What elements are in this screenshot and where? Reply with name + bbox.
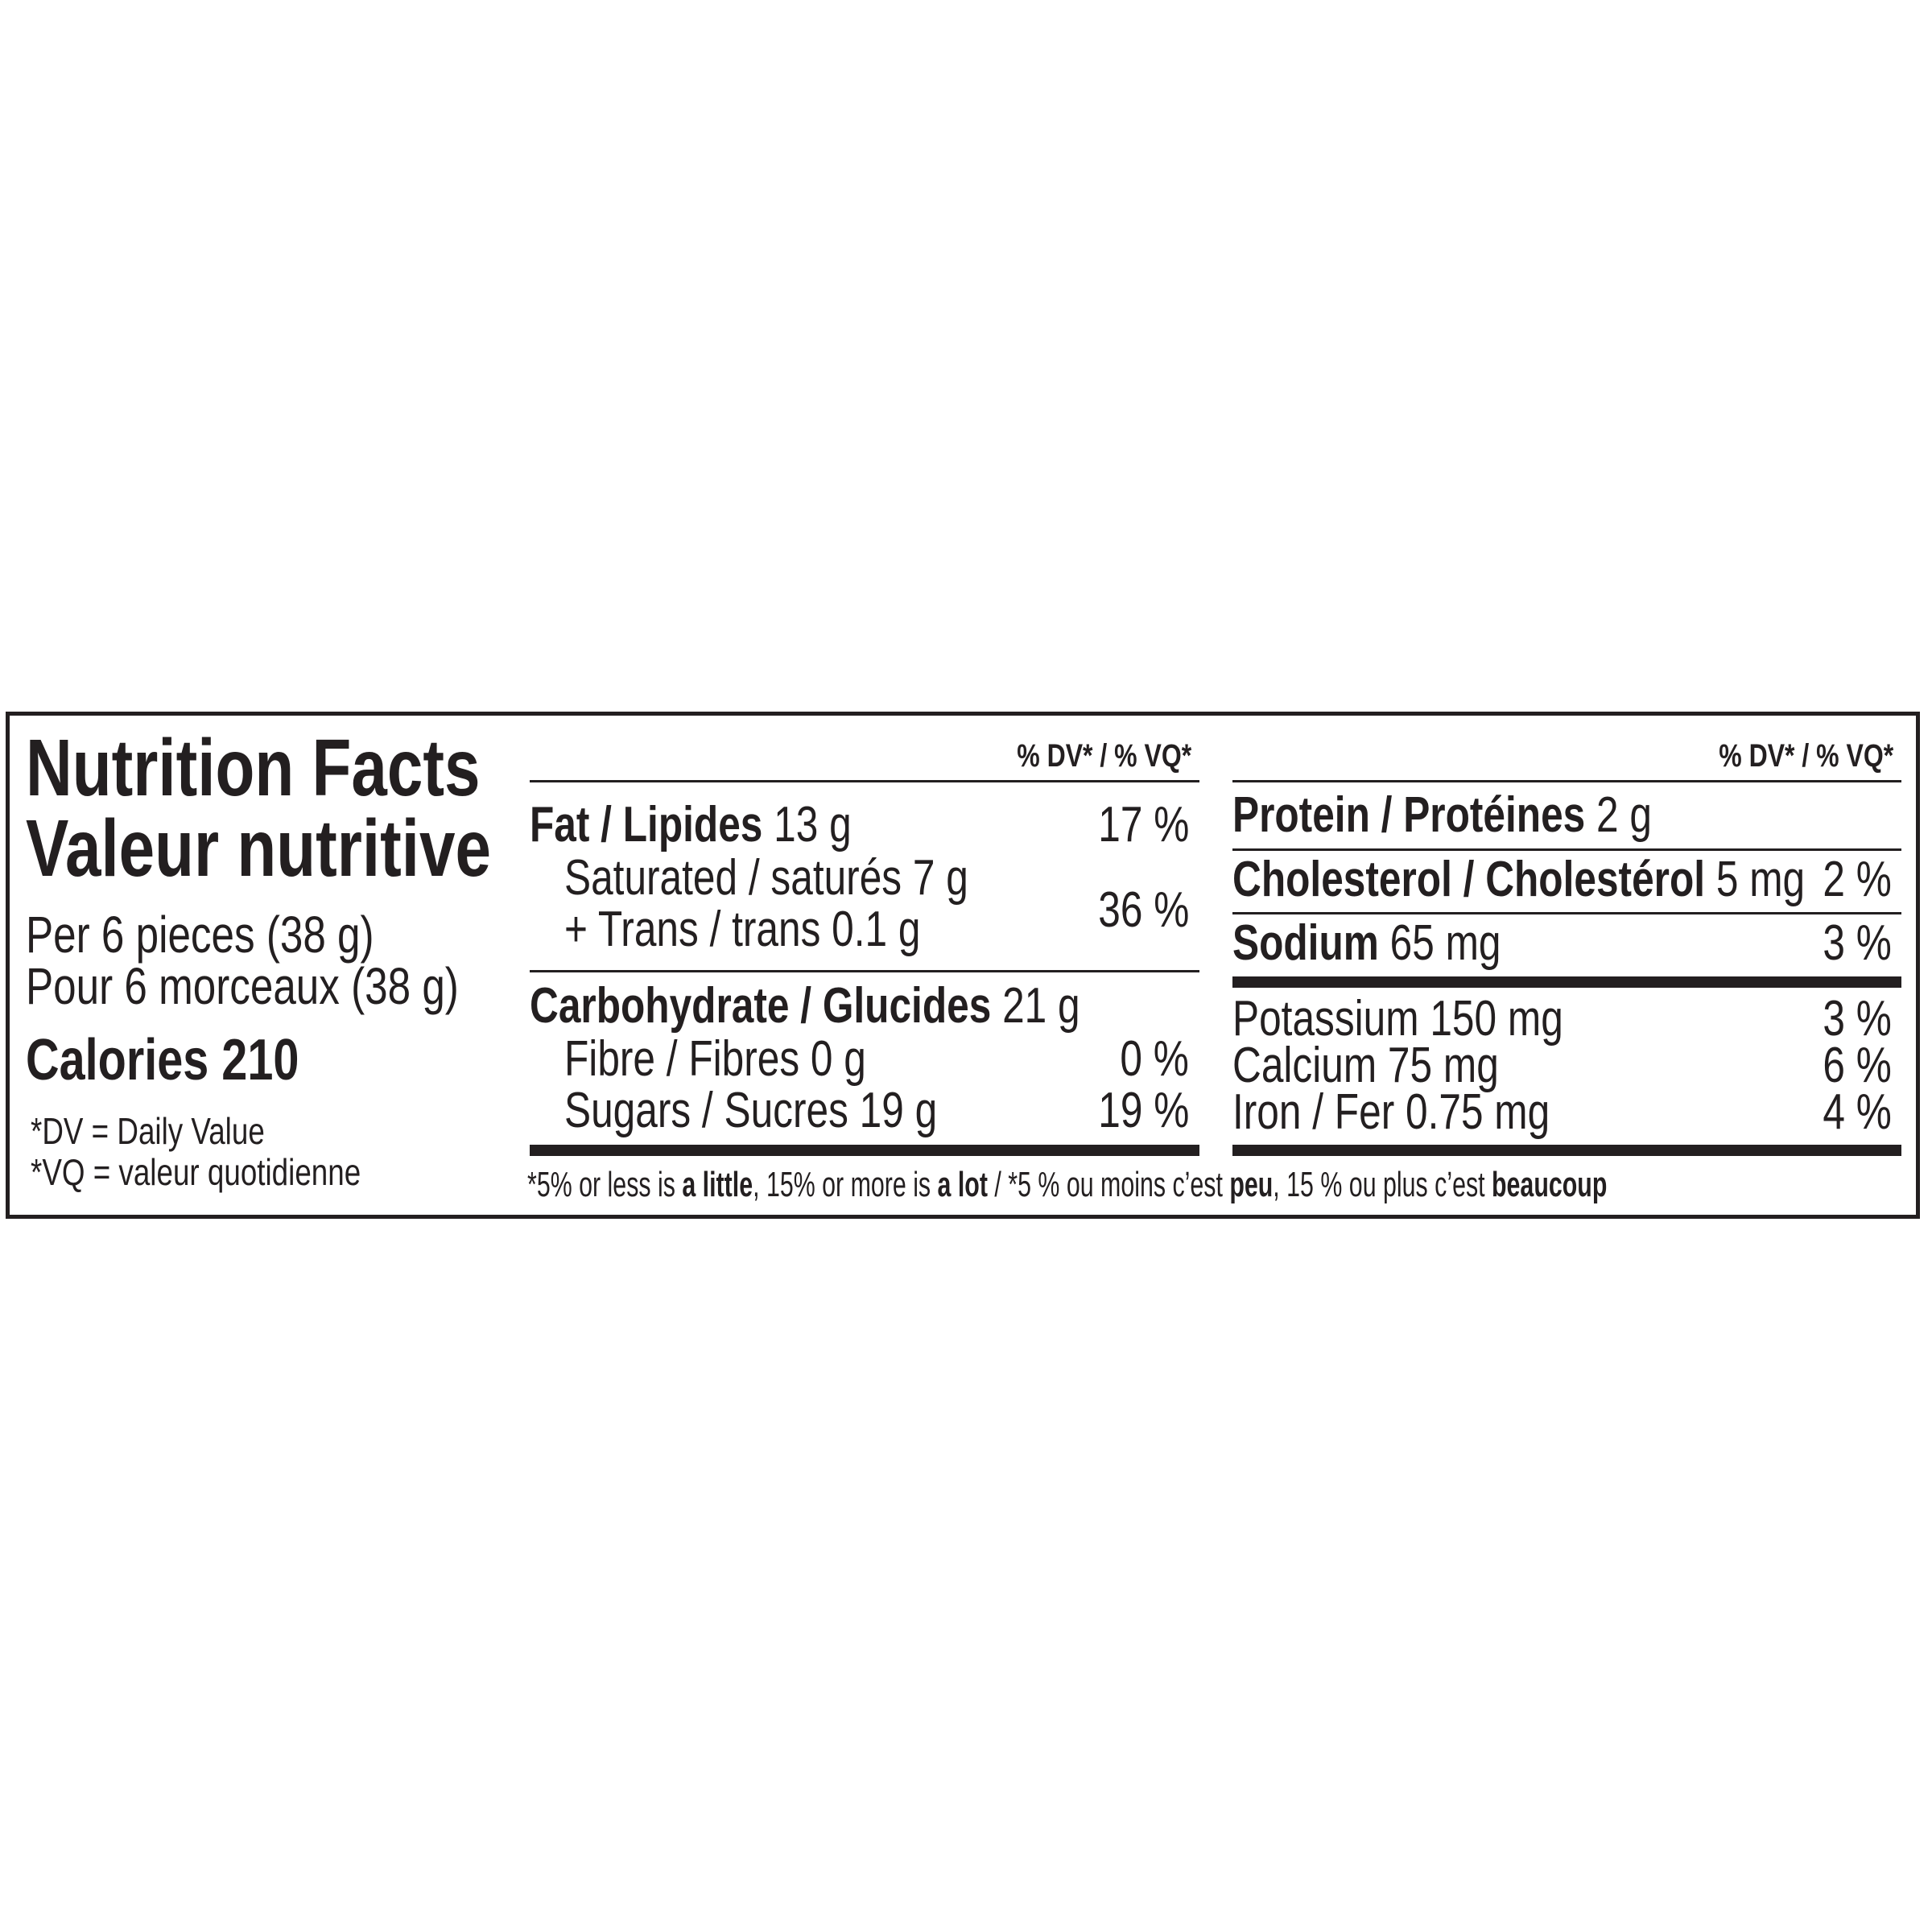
footnote-text: , 15% or more is (753, 1165, 938, 1204)
sugars-row: Sugars / Sucres 19 g (564, 1083, 938, 1138)
dv-header-left: % DV* / % VQ* (1017, 738, 1191, 774)
footnote-text: *5% or less is (527, 1165, 683, 1204)
footnote-text: , 15 % ou plus c’est (1273, 1165, 1492, 1204)
cholesterol-amount: 5 mg (1705, 852, 1806, 907)
carbohydrate-row: Carbohydrate / Glucides 21 g (530, 981, 1080, 1031)
fat-label: Fat / Lipides (530, 797, 763, 852)
fat-row: Fat / Lipides 13 g (530, 800, 852, 850)
footnote-emphasis: peu (1229, 1165, 1274, 1204)
nutrition-facts-table (6, 712, 1920, 1219)
carb-label: Carbohydrate / Glucides (530, 978, 992, 1034)
fibre-dv: 0 % (1120, 1031, 1189, 1087)
divider (1232, 780, 1901, 782)
dv-note-en: *DV = Daily Value (31, 1110, 265, 1152)
iron-dv: 4 % (1823, 1084, 1892, 1140)
footnote-emphasis: beaucoup (1492, 1165, 1608, 1204)
potassium-dv: 3 % (1823, 991, 1892, 1046)
dv-header-right: % DV* / % VQ* (1719, 738, 1893, 774)
fibre-row: Fibre / Fibres 0 g (564, 1031, 866, 1087)
calcium-row: Calcium 75 mg (1232, 1038, 1499, 1093)
iron-row: Iron / Fer 0.75 mg (1232, 1084, 1550, 1140)
divider (1232, 848, 1901, 851)
sodium-row: Sodium 65 mg (1232, 919, 1501, 968)
divider (530, 970, 1199, 972)
potassium-row: Potassium 150 mg (1232, 991, 1563, 1046)
sodium-dv: 3 % (1823, 915, 1892, 971)
title-fr: Valeur nutritive (26, 803, 491, 894)
footnote-text: / *5 % ou moins c’est (987, 1165, 1230, 1204)
divider (1232, 912, 1901, 914)
cholesterol-row: Cholesterol / Cholestérol 5 mg (1232, 855, 1805, 905)
sodium-amount: 65 mg (1378, 915, 1501, 971)
cholesterol-dv: 2 % (1823, 852, 1892, 907)
divider (530, 780, 1199, 782)
title-en: Nutrition Facts (26, 723, 481, 813)
thick-divider (1232, 1145, 1901, 1156)
thick-divider (1232, 976, 1901, 988)
sodium-label: Sodium (1232, 915, 1379, 971)
serving-size-fr: Pour 6 morceaux (38 g) (26, 957, 459, 1015)
saturated-row: Saturated / saturés 7 g (564, 850, 968, 906)
protein-label: Protein / Protéines (1232, 787, 1586, 843)
thick-divider (530, 1145, 1199, 1156)
footnote-emphasis: a little (682, 1165, 753, 1204)
cholesterol-label: Cholesterol / Cholestérol (1232, 852, 1706, 907)
dv-note-fr: *VQ = valeur quotidienne (31, 1151, 361, 1193)
dv-footnote: *5% or less is a little, 15% or more is … (527, 1167, 1607, 1203)
calories: Calories 210 (26, 1028, 299, 1092)
serving-size-en: Per 6 pieces (38 g) (26, 906, 374, 964)
sat-trans-dv: 36 % (1097, 882, 1189, 938)
carb-amount: 21 g (991, 978, 1080, 1034)
footnote-emphasis: a lot (937, 1165, 988, 1204)
protein-amount: 2 g (1585, 787, 1652, 843)
fat-dv: 17 % (1097, 797, 1189, 852)
trans-row: + Trans / trans 0.1 g (564, 902, 921, 957)
sugars-dv: 19 % (1097, 1083, 1189, 1138)
fat-amount: 13 g (762, 797, 852, 852)
protein-row: Protein / Protéines 2 g (1232, 791, 1652, 840)
calcium-dv: 6 % (1823, 1038, 1892, 1093)
